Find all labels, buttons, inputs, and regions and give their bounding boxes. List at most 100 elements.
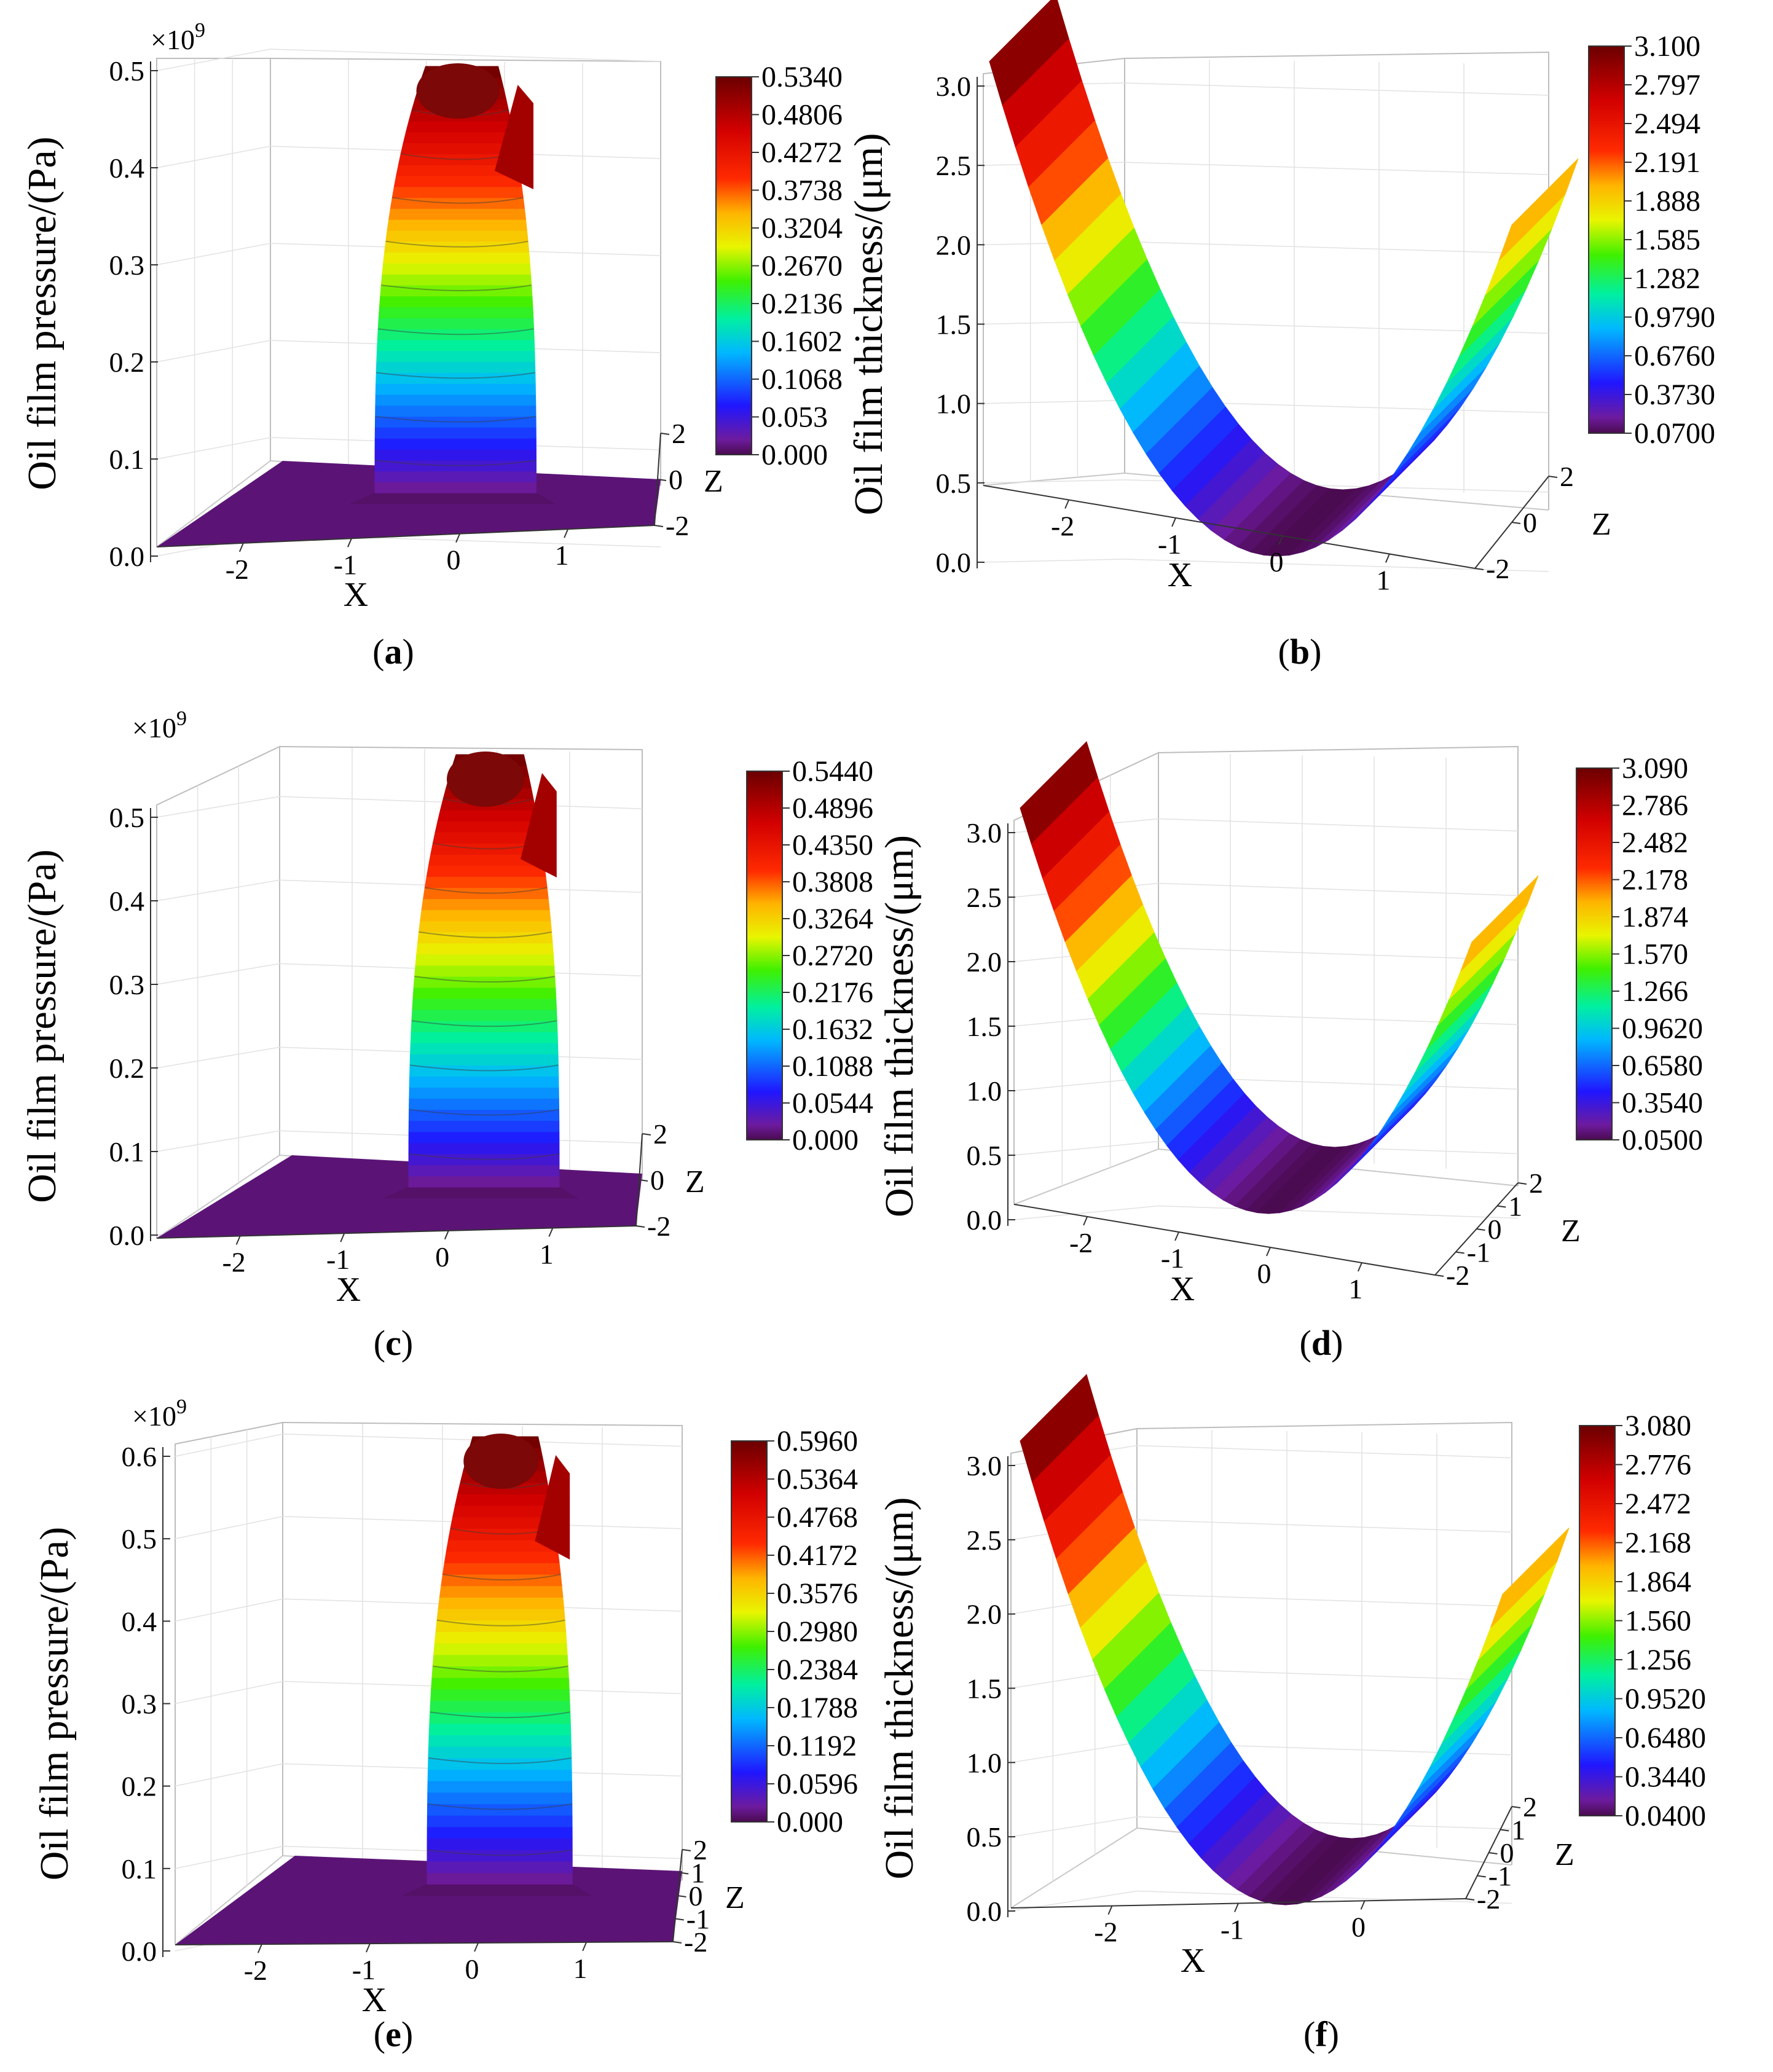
panel-d-z-tick-mark (1517, 1182, 1527, 1185)
panel-e-colorbar-tick-label: 0.4768 (777, 1501, 858, 1534)
panel-c-y-tick-label: 0.2 (109, 1053, 145, 1084)
panel-a-colorbar-tick-label: 0.4272 (761, 136, 843, 169)
panel-b-colorbar-tick-label: 2.191 (1634, 146, 1700, 179)
panel-a-contour-line (378, 328, 534, 336)
panel-b-surface-band (1381, 406, 1461, 491)
panel-b-z-tick-mark (1474, 568, 1484, 570)
panel-b-z-tick-label: 2 (1560, 461, 1574, 492)
panel-c-x-tick-mark (444, 1230, 449, 1240)
panel-a-z-tick-mark (660, 433, 670, 435)
panel-e-surface-band (430, 1700, 571, 1713)
panel-b-colorbar-tick-label: 1.888 (1634, 185, 1700, 218)
panel-d-surface-band (1381, 1045, 1460, 1130)
panel-c-x-tick-label: -2 (222, 1247, 245, 1278)
panel-c-x-tick-label: -1 (326, 1244, 350, 1275)
panel-a-y-tick-label: 0.2 (109, 347, 145, 378)
panel-c-colorbar-tick-label: 0.3808 (792, 866, 873, 898)
panel-b-y-tick-label: 0.5 (936, 468, 972, 499)
panel-e-surface-band (433, 1642, 568, 1655)
panel-c-z-tick-mark (639, 1179, 648, 1182)
panel-f-x-tick-label: -1 (1221, 1914, 1244, 1945)
panel-e-contour-line (427, 1849, 573, 1856)
panel-f-colorbar-tick-label: 1.560 (1625, 1605, 1691, 1638)
panel-b-x-tick-mark (1385, 554, 1390, 563)
panel-c-surface-band (412, 998, 557, 1010)
panel-a-contour-line (381, 285, 532, 291)
panel-c-colorbar-tick-label: 0.000 (792, 1124, 859, 1156)
panel-f-z-tick-mark (1477, 1875, 1486, 1878)
panel-a-x-tick-label: -2 (226, 554, 249, 585)
panel-e-surface-band (428, 1735, 572, 1747)
panel-a-z-tick-label: 2 (672, 418, 686, 449)
panel-c-contour-line (408, 1153, 560, 1160)
panel-e-x-tick-label: 1 (573, 1953, 588, 1984)
panel-c-surface-band (408, 1131, 560, 1144)
panel-d-colorbar-tick-label: 0.6580 (1622, 1050, 1703, 1082)
panel-e-colorbar-tick-label: 0.3576 (777, 1577, 858, 1610)
panel-c-x-tick-mark (340, 1233, 345, 1242)
panel-e-back-wall-left (175, 1421, 283, 1945)
panel-e-grid-line-left (175, 1763, 283, 1787)
panel-c-caption-open: ( (374, 1323, 385, 1363)
panel-f-y-tick-label: 0.0 (967, 1896, 1002, 1927)
panel-e-y-tick-label: 0.5 (122, 1523, 157, 1555)
panel-e-surface-band (442, 1562, 561, 1575)
panel-e-z-tick-mark (682, 1849, 691, 1851)
panel-e-x-axis-title: X (362, 1981, 387, 2019)
panel-f-grid-line-back (1136, 1890, 1512, 1904)
panel-a-surface-peak-lobe (495, 85, 533, 189)
panel-e-y-tick-label: 0.6 (122, 1441, 157, 1472)
panel-d-grid-line-left (1013, 1205, 1159, 1220)
panel-f-colorbar-tick-label: 0.3440 (1625, 1761, 1706, 1794)
panel-a-contour-line (376, 372, 535, 379)
panel-d-x-tick-mark (1083, 1216, 1088, 1226)
panel-d-z-tick-mark (1497, 1205, 1506, 1208)
panel-a-x-tick-mark (238, 543, 244, 552)
panel-a-colorbar-tick-label: 0.5340 (761, 61, 843, 93)
panel-c-surface-band (410, 1042, 559, 1054)
panel-e-surface-band (402, 1883, 592, 1896)
panel-c-surface-band (383, 1187, 579, 1199)
panel-f-z-tick-label: -2 (1477, 1883, 1500, 1915)
panel-d-grid-line-back (1158, 1205, 1519, 1219)
panel-c-axis-multiplier: ×109 (132, 707, 187, 744)
panel-a-back-wall-left (156, 58, 271, 547)
panel-c-y-tick-label: 0.4 (109, 885, 145, 917)
panel-d-caption: (d) (1300, 1323, 1343, 1363)
panel-f-x-axis-title: X (1181, 1942, 1205, 1980)
panel-b-caption-letter: b (1290, 632, 1310, 672)
panel-c-caption-letter: c (385, 1323, 401, 1363)
panel-d-y-axis-title: Oil film thickness/(μm) (877, 835, 922, 1217)
panel-f-caption-letter: f (1315, 2014, 1327, 2054)
panel-c-surface-band (419, 920, 552, 933)
panel-a-z-axis-title: Z (704, 464, 723, 499)
panel-a-grid-line-left (156, 146, 271, 168)
panel-d-colorbar (1576, 767, 1613, 1140)
panel-b-colorbar-tick-label: 0.6760 (1634, 340, 1715, 372)
panel-c-colorbar-tick-label: 0.2720 (792, 940, 873, 972)
panel-d-caption-letter: d (1311, 1323, 1331, 1363)
panel-f-x-tick-mark (1107, 1905, 1113, 1915)
panel-d-x-tick-mark (1266, 1247, 1271, 1257)
panel-e-floor-left-edge (175, 1855, 283, 1945)
panel-d-surface-band (1358, 1079, 1437, 1161)
panel-b-y-axis-title: Oil film thickness/(μm) (846, 133, 891, 516)
panel-c-z-axis-title: Z (685, 1164, 705, 1199)
panel-c-contour-line (411, 1020, 557, 1027)
panel-d-grid-line-back (1158, 947, 1519, 961)
panel-e-x-axis-line (175, 1941, 674, 1945)
panel-c-x-tick-mark (235, 1236, 241, 1245)
panel-b-colorbar-tick-label: 3.100 (1634, 30, 1700, 63)
panel-e-colorbar-tick-label: 0.5960 (777, 1425, 858, 1458)
panel-a-surface-band (382, 262, 532, 275)
panel-e-surface-peak-cap (463, 1434, 538, 1489)
panel-e-grid-line-left (175, 1516, 283, 1539)
panel-d-x-tick-label: 0 (1257, 1258, 1271, 1289)
panel-a-surface-band (374, 438, 537, 450)
panel-c-z-tick-mark (635, 1225, 645, 1228)
panel-e-surface-band (444, 1551, 560, 1563)
panel-a-surface-band (400, 143, 517, 154)
panel-a-surface-band (385, 230, 529, 242)
panel-a-surface-band (391, 186, 524, 198)
panel-b-x-tick-label: -1 (1158, 528, 1181, 560)
